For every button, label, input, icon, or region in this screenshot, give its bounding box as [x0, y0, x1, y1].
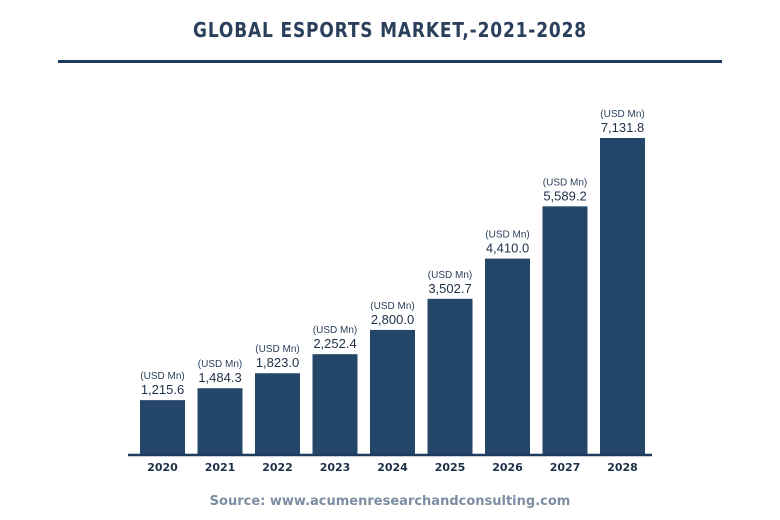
x-tick-2021: 2021: [205, 461, 236, 474]
value-label-2026: 4,410.0: [486, 241, 529, 256]
bar-2027: [542, 206, 588, 454]
x-tick-2020: 2020: [147, 461, 178, 474]
bar-2022: [255, 373, 300, 454]
chart-title: GLOBAL ESPORTS MARKET,-2021-2028: [193, 18, 587, 42]
value-label-2024: 2,800.0: [371, 312, 414, 327]
title-divider: [58, 60, 722, 63]
x-tick-2024: 2024: [377, 461, 408, 474]
bar-2028: [600, 138, 645, 454]
value-label-2023: 2,252.4: [313, 336, 356, 351]
x-tick-2026: 2026: [492, 461, 523, 474]
unit-label-2022: (USD Mn): [255, 344, 299, 355]
x-tick-2022: 2022: [262, 461, 293, 474]
unit-label-2026: (USD Mn): [485, 230, 529, 241]
x-tick-2025: 2025: [435, 461, 466, 474]
unit-label-2020: (USD Mn): [140, 371, 184, 382]
unit-label-2028: (USD Mn): [600, 109, 644, 120]
x-tick-2023: 2023: [320, 461, 351, 474]
x-tick-2027: 2027: [550, 461, 581, 474]
value-label-2028: 7,131.8: [601, 120, 644, 135]
bar-2023: [312, 354, 358, 454]
unit-label-2023: (USD Mn): [313, 325, 357, 336]
bar-2021: [197, 388, 243, 454]
bar-2025: [427, 298, 473, 454]
bar-2024: [370, 329, 415, 454]
source-note: Source: www.acumenresearchandconsulting.…: [209, 494, 571, 509]
unit-label-2024: (USD Mn): [370, 301, 414, 312]
unit-label-2027: (USD Mn): [543, 177, 587, 188]
value-label-2021: 1,484.3: [198, 370, 241, 385]
unit-label-2021: (USD Mn): [198, 359, 242, 370]
bar-2020: [140, 400, 185, 454]
value-label-2022: 1,823.0: [256, 355, 299, 370]
value-label-2027: 5,589.2: [543, 188, 586, 203]
value-label-2025: 3,502.7: [428, 281, 471, 296]
x-tick-2028: 2028: [607, 461, 638, 474]
bar-2026: [485, 258, 530, 454]
unit-label-2025: (USD Mn): [428, 270, 472, 281]
value-label-2020: 1,215.6: [141, 382, 184, 397]
